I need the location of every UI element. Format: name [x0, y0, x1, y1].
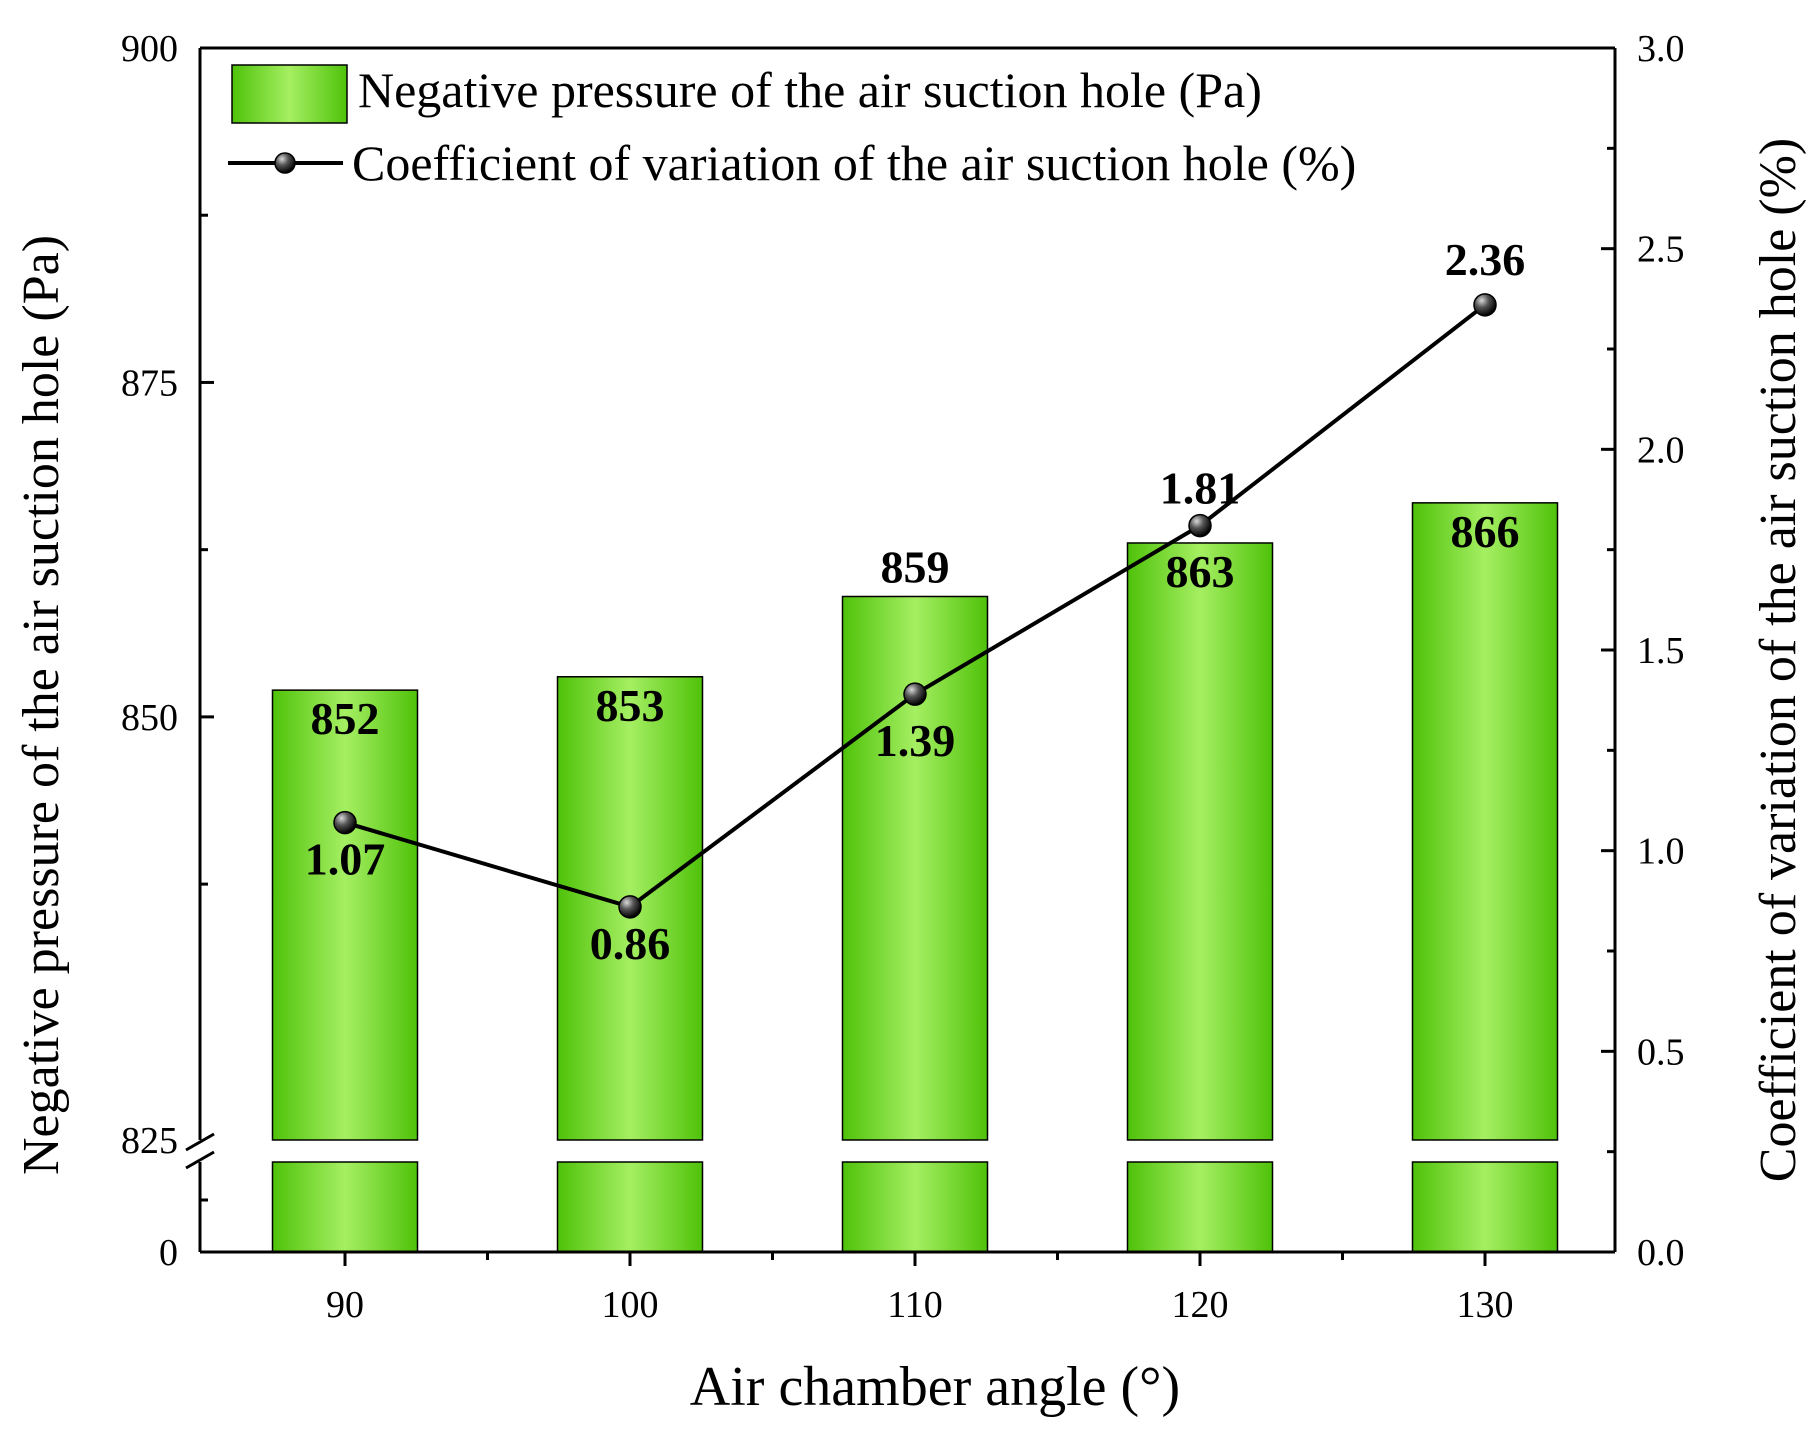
cv-point-100: [618, 895, 642, 919]
y-left-tick-label-825: 825: [121, 1120, 178, 1162]
bar-90-lower: [271, 1161, 419, 1253]
bar-value-label-90: 852: [311, 693, 380, 744]
y-right-tick-label-3.0: 3.0: [1637, 28, 1685, 70]
bar-110-lower: [841, 1161, 989, 1253]
y-left-tick-label-875: 875: [121, 362, 178, 404]
bar-value-label-110: 859: [881, 541, 950, 592]
y-right-axis-title: Coefficient of variation of the air suct…: [1750, 138, 1807, 1182]
axis-break-band: [202, 1141, 1613, 1161]
cv-point-130: [1473, 293, 1497, 317]
cv-value-label-90: 1.07: [305, 834, 386, 885]
bar-130-lower: [1411, 1161, 1559, 1253]
cv-value-label-100: 0.86: [590, 918, 671, 969]
x-tick-label-130: 130: [1457, 1284, 1514, 1326]
y-right-tick-label-0.5: 0.5: [1637, 1031, 1685, 1073]
y-right-tick-label-1.0: 1.0: [1637, 831, 1685, 873]
bar-90-upper: [271, 689, 419, 1141]
legend: Negative pressure of the air suction hol…: [228, 62, 1356, 191]
axis-break-mark-lower: [185, 1150, 215, 1170]
legend-line-marker: [274, 152, 296, 174]
y-right-tick-label-0.0: 0.0: [1637, 1232, 1685, 1274]
legend-bar-swatch: [231, 64, 348, 124]
x-tick-label-120: 120: [1172, 1284, 1229, 1326]
cv-point-110: [903, 682, 927, 706]
x-axis-title: Air chamber angle (°): [690, 1356, 1180, 1418]
cv-value-label-120: 1.81: [1160, 463, 1241, 514]
legend-bar-label: Negative pressure of the air suction hol…: [358, 62, 1262, 118]
axis-break-mark-upper: [185, 1132, 215, 1152]
x-tick-label-90: 90: [326, 1284, 364, 1326]
cv-value-label-110: 1.39: [875, 715, 956, 766]
cv-point-90: [333, 810, 357, 835]
x-tick-label-100: 100: [602, 1284, 659, 1326]
cv-point-120: [1188, 513, 1212, 538]
axes: 0 825 850 875 900 0.0 0.5 1.0 1.5 2.0 2.5 3.0 90 100 1…: [121, 28, 1685, 1326]
bar-120-upper: [1126, 542, 1274, 1141]
bar-100-lower: [556, 1161, 704, 1253]
cv-line-series: [333, 293, 1497, 919]
bar-value-label-100: 853: [596, 680, 665, 731]
y-left-axis-title: Negative pressure of the air suction hol…: [13, 235, 70, 1175]
y-right-tick-label-1.5: 1.5: [1637, 630, 1685, 672]
bar-120-lower: [1126, 1161, 1274, 1253]
y-left-tick-label-850: 850: [121, 697, 178, 739]
y-right-tick-label-2.5: 2.5: [1637, 229, 1685, 271]
y-left-tick-label-900: 900: [121, 28, 178, 70]
bar-value-label-130: 866: [1451, 506, 1520, 557]
bars: [202, 502, 1613, 1253]
bar-130-upper: [1411, 502, 1559, 1141]
bar-value-label-120: 863: [1166, 546, 1235, 597]
y-left-tick-label-0: 0: [159, 1232, 178, 1274]
legend-line-label: Coefficient of variation of the air suct…: [352, 135, 1356, 191]
data-labels: 852 853 859 863 866 1.07 0.86 1.39 1.81 2.36: [305, 234, 1526, 969]
y-right-tick-label-2.0: 2.0: [1637, 429, 1685, 471]
x-tick-label-110: 110: [887, 1284, 943, 1326]
bar-110-upper: [841, 595, 989, 1141]
cv-value-label-130: 2.36: [1445, 234, 1526, 285]
